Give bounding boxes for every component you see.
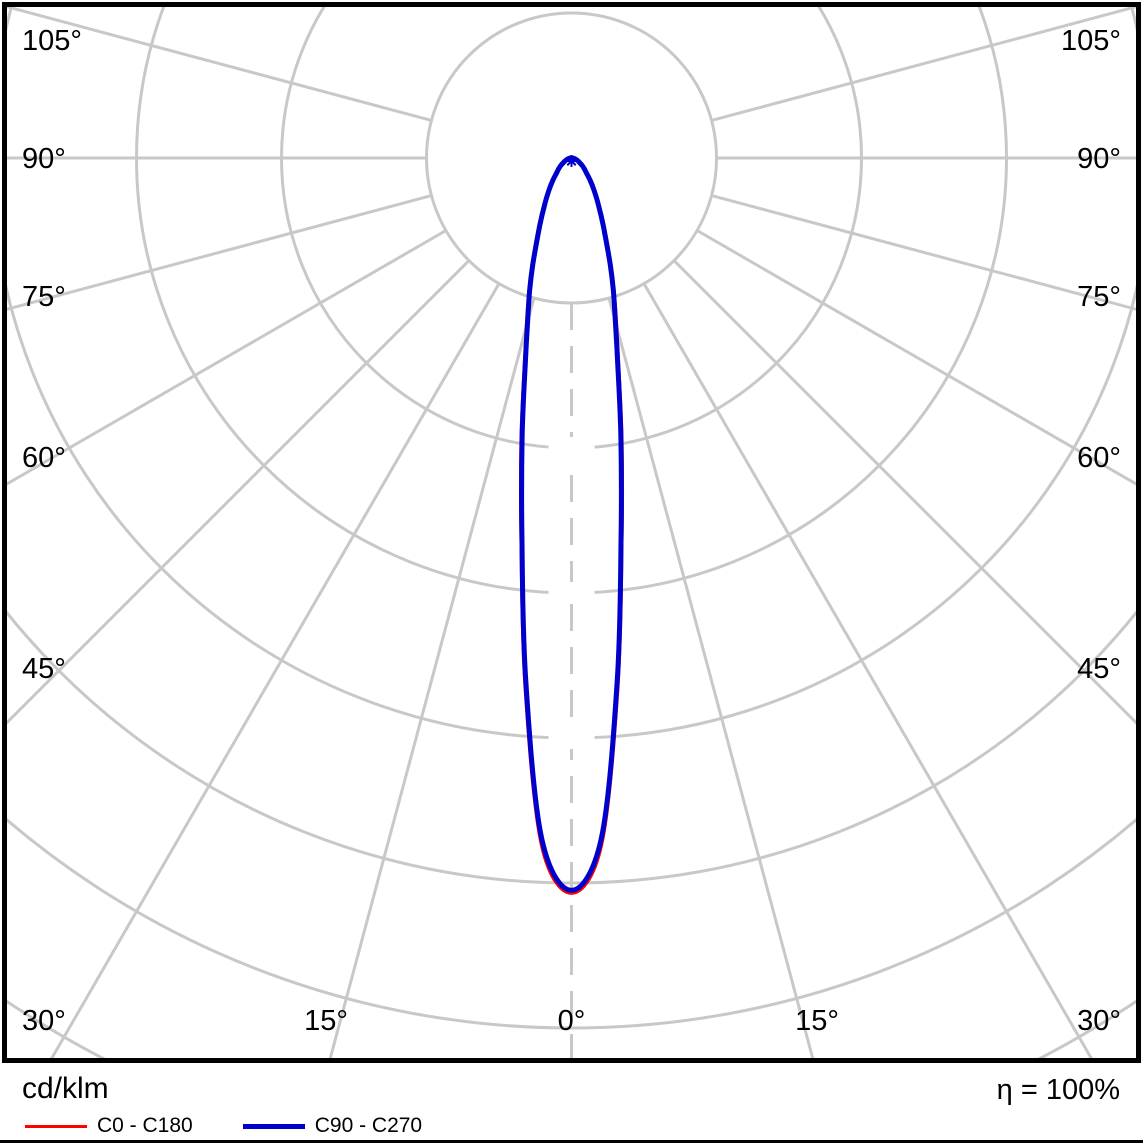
legend-label-c90: C90 - C270: [314, 1114, 423, 1137]
radial-gridline: [711, 7, 1136, 122]
radial-gridline: [672, 259, 1136, 725]
legend-item-c90: C90 - C270: [242, 1114, 423, 1138]
chart-legend: C0 - C180 C90 - C270: [25, 1114, 472, 1138]
peak-marker-asterisk-icon: [565, 155, 578, 167]
angle-label-left: 45°: [22, 653, 66, 685]
angle-label-right: 30°: [1077, 1005, 1121, 1037]
radial-gridline: [50, 282, 501, 1058]
angle-label-right: 75°: [1077, 281, 1121, 313]
legend-line-red-icon: [25, 1124, 87, 1128]
angle-labels: 105° 105° 90° 90° 75° 75° 60° 60° 45° 45° 30° 30° 15…: [22, 25, 1121, 1037]
units-label: cd/klm: [22, 1072, 109, 1105]
angle-label-left: 105°: [22, 25, 82, 57]
angle-label-left: 60°: [22, 442, 66, 474]
efficiency-label: η = 100%: [996, 1074, 1120, 1106]
intensity-curves: [518, 155, 625, 895]
legend-item-c0: C0 - C180: [25, 1114, 193, 1138]
radial-gridline: [607, 297, 815, 1058]
legend-label-c0: C0 - C180: [97, 1114, 193, 1137]
ring-label-boxes: [548, 437, 595, 749]
radial-gridline: [711, 194, 1136, 311]
bottom-divider: [0, 1140, 1143, 1143]
angle-label-right: 45°: [1077, 653, 1121, 685]
angle-label-right: 90°: [1077, 143, 1121, 175]
angle-label-bottom: 15°: [304, 1005, 348, 1037]
polar-chart: 105° 105° 90° 90° 75° 75° 60° 60° 45° 45° 30° 30° 15…: [2, 2, 1141, 1063]
angle-label-bottom: 15°: [795, 1005, 839, 1037]
radial-gridline: [328, 297, 536, 1058]
radial-gridline: [696, 229, 1136, 486]
chart-footer: cd/klm η = 100% C0 - C180 C90 - C270: [0, 1066, 1143, 1143]
curve-C90-C270: [519, 155, 624, 893]
radial-gridline: [7, 7, 432, 122]
angle-label-left: 30°: [22, 1005, 66, 1037]
angle-label-right: 60°: [1077, 442, 1121, 474]
angle-label-left: 90°: [22, 143, 66, 175]
radial-gridline: [7, 259, 471, 725]
radial-gridline: [642, 282, 1093, 1058]
radial-gridline: [7, 229, 447, 486]
legend-line-blue-icon: [242, 1123, 305, 1129]
angle-label-left: 75°: [22, 281, 66, 313]
radial-gridline: [7, 194, 432, 311]
plot-border: [2, 2, 1141, 1063]
angle-label-right: 105°: [1061, 25, 1121, 57]
angle-label-bottom: 0°: [558, 1005, 586, 1037]
